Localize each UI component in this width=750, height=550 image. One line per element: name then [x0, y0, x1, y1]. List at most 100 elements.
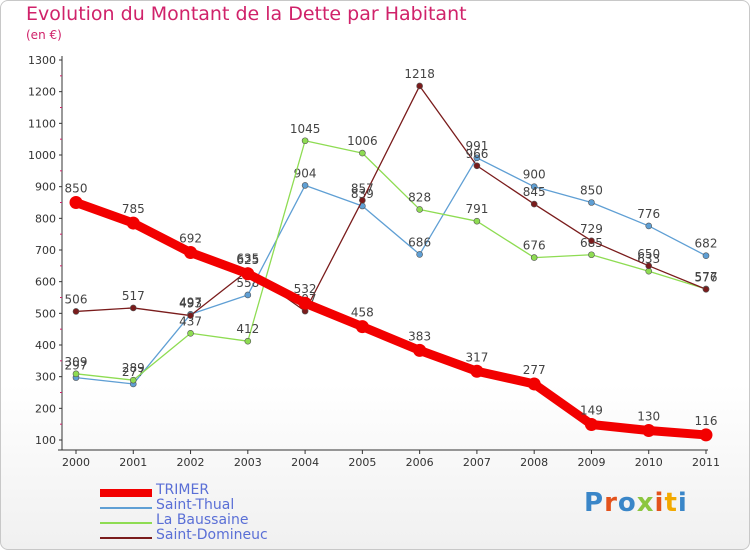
data-point	[702, 252, 710, 259]
data-point	[129, 304, 137, 312]
x-tick-label: 2003	[234, 456, 262, 469]
legend-label: TRIMER	[156, 482, 210, 498]
data-point	[473, 154, 481, 162]
x-tick-label: 2009	[577, 456, 605, 469]
legend-swatch	[100, 489, 152, 497]
x-tick-label: 2000	[62, 456, 90, 469]
legend-label: La Baussaine	[156, 512, 249, 528]
series-line-la baussaine	[75, 140, 707, 381]
data-point	[588, 251, 595, 259]
data-point	[645, 222, 653, 230]
data-label: 635	[236, 252, 259, 266]
data-point	[645, 262, 653, 270]
x-tick-label: 2011	[692, 456, 720, 469]
y-tick-label: 1000	[28, 149, 56, 162]
data-point	[473, 217, 481, 225]
data-label: 532	[294, 282, 317, 296]
data-point	[702, 285, 710, 293]
x-tick-label: 2007	[463, 456, 491, 469]
data-label: 682	[695, 237, 718, 251]
data-label: 576	[695, 270, 718, 284]
y-tick-label: 800	[35, 212, 56, 225]
series-line-saint-domineuc	[75, 85, 707, 317]
data-point	[187, 329, 194, 337]
data-point	[359, 196, 366, 204]
data-point	[416, 206, 423, 213]
data-label: 625	[236, 253, 259, 267]
data-point	[359, 149, 366, 157]
data-label: 577	[695, 270, 718, 284]
data-label: 297	[65, 359, 88, 373]
y-tick-label: 1100	[28, 117, 56, 130]
data-label: 857	[351, 181, 374, 195]
data-label: 506	[65, 292, 88, 306]
data-label: 1006	[347, 134, 378, 148]
x-tick-label: 2004	[291, 456, 319, 469]
y-tick-label: 100	[35, 434, 56, 447]
series-line-saint-thual	[75, 157, 707, 385]
data-label: 776	[637, 207, 660, 221]
data-label: 650	[637, 247, 660, 261]
y-tick-label: 1300	[28, 54, 56, 67]
data-label: 850	[580, 184, 603, 198]
proxiti-logo: Proxiti	[584, 488, 688, 518]
data-label: 850	[65, 182, 88, 196]
x-tick-label: 2010	[635, 456, 663, 469]
data-point	[530, 183, 538, 190]
data-point	[69, 196, 83, 209]
data-point	[184, 246, 198, 260]
data-label: 1045	[290, 122, 321, 136]
data-point	[126, 216, 140, 230]
data-point	[642, 424, 656, 437]
data-label: 497	[179, 295, 202, 309]
y-tick-label: 500	[35, 307, 56, 320]
data-label: 412	[236, 322, 259, 336]
data-point	[584, 417, 598, 431]
data-label: 383	[408, 329, 431, 343]
data-label: 966	[465, 147, 488, 161]
data-point	[530, 200, 538, 208]
data-point	[530, 254, 538, 261]
data-label: 791	[465, 202, 488, 216]
data-label: 686	[408, 235, 431, 249]
data-point	[301, 182, 309, 189]
legend-swatch	[100, 507, 152, 509]
data-point	[416, 251, 423, 258]
data-label: 309	[65, 355, 88, 369]
data-label: 676	[523, 239, 546, 253]
data-label: 692	[179, 232, 202, 246]
legend-label: Saint-Domineuc	[156, 527, 268, 543]
data-label: 517	[122, 289, 145, 303]
data-label: 900	[523, 168, 546, 182]
data-point	[244, 291, 252, 299]
x-tick-label: 2006	[406, 456, 434, 469]
data-label: 493	[179, 297, 202, 311]
x-tick-label: 2002	[177, 456, 205, 469]
data-label: 149	[580, 403, 603, 417]
data-point	[241, 267, 255, 281]
data-point	[355, 320, 369, 334]
data-point	[244, 337, 252, 345]
data-label: 130	[637, 410, 660, 424]
y-tick-label: 400	[35, 339, 56, 352]
data-label: 458	[351, 306, 374, 320]
data-point	[301, 137, 309, 145]
y-tick-label: 900	[35, 181, 56, 194]
y-tick-label: 1200	[28, 86, 56, 99]
data-point	[527, 377, 541, 391]
data-point	[699, 428, 713, 442]
y-tick-label: 300	[35, 371, 56, 384]
data-label: 729	[580, 222, 603, 236]
y-tick-label: 600	[35, 276, 56, 289]
data-label: 317	[465, 350, 488, 364]
y-tick-label: 200	[35, 402, 56, 415]
data-point	[588, 199, 595, 206]
legend-swatch	[100, 537, 152, 539]
data-point	[187, 312, 194, 319]
data-label: 116	[695, 414, 718, 428]
data-label: 845	[523, 185, 546, 199]
data-label: 828	[408, 190, 431, 204]
data-point	[72, 308, 80, 315]
